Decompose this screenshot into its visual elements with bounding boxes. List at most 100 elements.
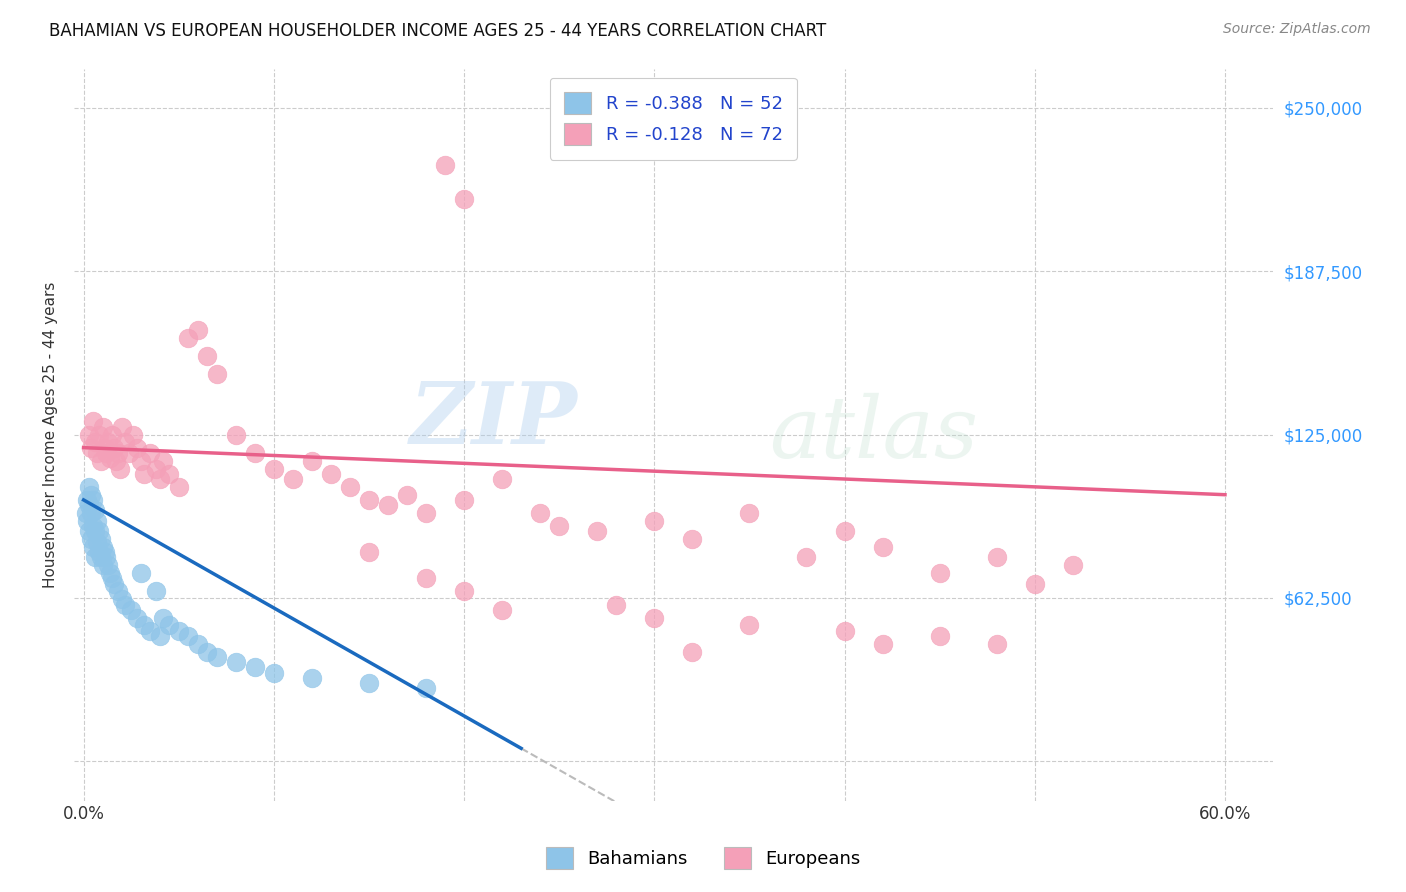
Point — [84, 503, 107, 517]
Point — [80, 506, 103, 520]
Point — [129, 453, 152, 467]
Point — [122, 427, 145, 442]
Point — [107, 584, 129, 599]
Point — [586, 524, 609, 539]
Point — [263, 461, 285, 475]
Point — [145, 461, 167, 475]
Point — [149, 629, 172, 643]
Point — [76, 514, 98, 528]
Point — [82, 492, 104, 507]
Point — [177, 331, 200, 345]
Point — [90, 453, 112, 467]
Point — [395, 488, 418, 502]
Point — [738, 618, 761, 632]
Point — [1024, 576, 1046, 591]
Point — [108, 461, 131, 475]
Point — [205, 368, 228, 382]
Point — [80, 532, 103, 546]
Point — [101, 427, 124, 442]
Point — [86, 514, 108, 528]
Point — [103, 576, 125, 591]
Point — [872, 637, 894, 651]
Point — [681, 644, 703, 658]
Point — [149, 472, 172, 486]
Point — [187, 637, 209, 651]
Point — [152, 610, 174, 624]
Point — [225, 427, 247, 442]
Point — [98, 566, 121, 581]
Point — [91, 558, 114, 573]
Point — [986, 550, 1008, 565]
Point — [453, 492, 475, 507]
Y-axis label: Householder Income Ages 25 - 44 years: Householder Income Ages 25 - 44 years — [44, 281, 58, 588]
Point — [205, 649, 228, 664]
Legend: Bahamians, Europeans: Bahamians, Europeans — [537, 838, 869, 879]
Point — [928, 629, 950, 643]
Point — [120, 603, 142, 617]
Point — [86, 534, 108, 549]
Point — [834, 524, 856, 539]
Point — [111, 419, 134, 434]
Point — [434, 158, 457, 172]
Point — [90, 550, 112, 565]
Point — [87, 545, 110, 559]
Point — [114, 435, 136, 450]
Point — [377, 498, 399, 512]
Point — [281, 472, 304, 486]
Point — [681, 532, 703, 546]
Point — [82, 540, 104, 554]
Point — [103, 441, 125, 455]
Point — [195, 644, 218, 658]
Point — [80, 441, 103, 455]
Point — [357, 545, 380, 559]
Point — [82, 519, 104, 533]
Point — [301, 453, 323, 467]
Point — [79, 427, 101, 442]
Point — [319, 467, 342, 481]
Text: BAHAMIAN VS EUROPEAN HOUSEHOLDER INCOME AGES 25 - 44 YEARS CORRELATION CHART: BAHAMIAN VS EUROPEAN HOUSEHOLDER INCOME … — [49, 22, 827, 40]
Point — [93, 441, 115, 455]
Point — [928, 566, 950, 581]
Point — [76, 492, 98, 507]
Point — [139, 624, 162, 638]
Point — [134, 467, 156, 481]
Point — [796, 550, 818, 565]
Point — [93, 545, 115, 559]
Point — [104, 453, 127, 467]
Point — [97, 435, 120, 450]
Point — [79, 498, 101, 512]
Point — [157, 618, 180, 632]
Point — [84, 524, 107, 539]
Point — [872, 540, 894, 554]
Point — [1062, 558, 1084, 573]
Point — [84, 435, 107, 450]
Point — [167, 480, 190, 494]
Point — [643, 514, 665, 528]
Point — [357, 676, 380, 690]
Point — [98, 451, 121, 466]
Point — [738, 506, 761, 520]
Point — [79, 524, 101, 539]
Text: atlas: atlas — [769, 393, 979, 476]
Text: ZIP: ZIP — [409, 378, 578, 462]
Point — [91, 540, 114, 554]
Point — [82, 415, 104, 429]
Point — [453, 192, 475, 206]
Point — [125, 610, 148, 624]
Point — [415, 506, 437, 520]
Point — [529, 506, 551, 520]
Point — [90, 532, 112, 546]
Point — [301, 671, 323, 685]
Point — [548, 519, 571, 533]
Point — [111, 592, 134, 607]
Point — [97, 558, 120, 573]
Point — [87, 427, 110, 442]
Point — [986, 637, 1008, 651]
Point — [243, 660, 266, 674]
Point — [453, 584, 475, 599]
Point — [139, 446, 162, 460]
Point — [195, 349, 218, 363]
Point — [79, 480, 101, 494]
Point — [129, 566, 152, 581]
Point — [152, 453, 174, 467]
